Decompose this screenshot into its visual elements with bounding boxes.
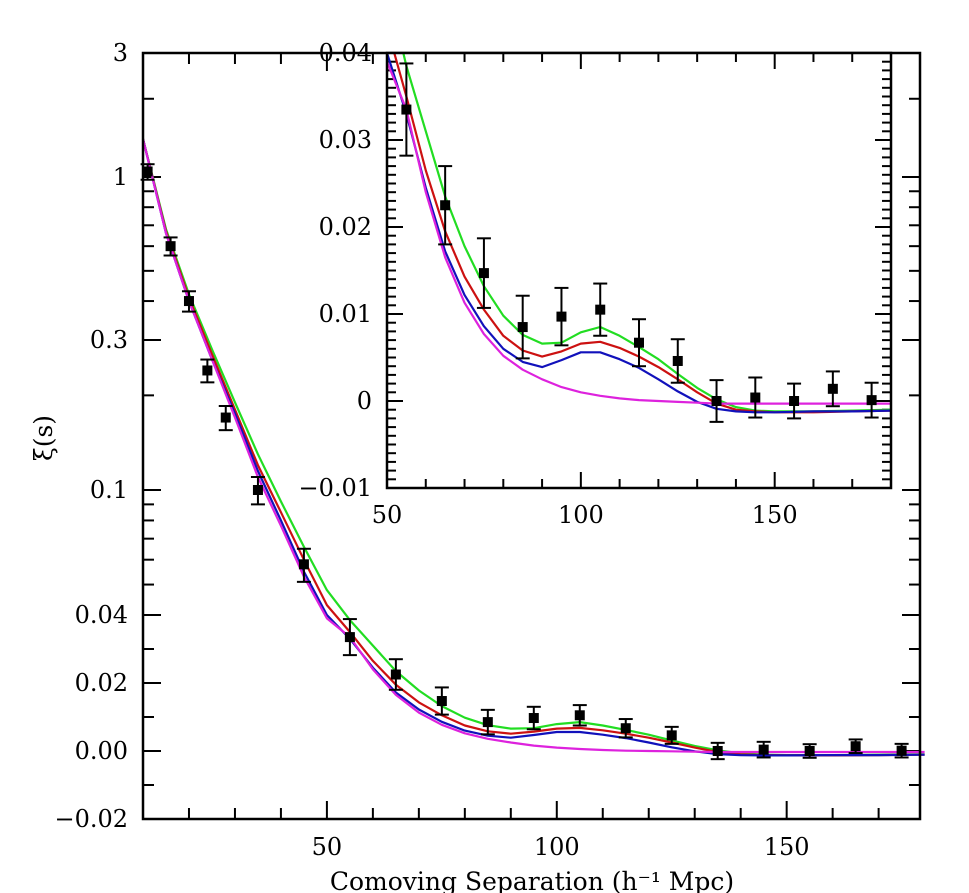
inset-axis-ticks xyxy=(387,53,891,488)
inset-x-tick-label: 150 xyxy=(752,501,798,529)
data-point xyxy=(866,395,877,406)
data-point xyxy=(401,104,412,115)
data-point xyxy=(517,322,528,333)
x-tick-label: 100 xyxy=(534,833,580,861)
x-tick-label: 150 xyxy=(764,833,810,861)
y-tick-label: 0.04 xyxy=(75,601,128,629)
main-data-points xyxy=(140,163,909,761)
data-point xyxy=(850,741,861,752)
inset-y-tick-label: 0.03 xyxy=(319,126,372,154)
model-blue-line xyxy=(141,138,925,757)
data-point xyxy=(344,632,355,643)
data-point xyxy=(789,396,800,406)
data-point xyxy=(252,485,263,495)
data-point xyxy=(482,717,493,728)
data-point xyxy=(440,200,451,211)
y-tick-label: 0.3 xyxy=(90,326,128,354)
inset-y-tick-label: 0.02 xyxy=(319,213,372,241)
inset-model-red-line xyxy=(393,53,891,414)
data-point xyxy=(202,365,213,376)
inset-model-magenta-line xyxy=(387,54,891,405)
data-point xyxy=(827,383,838,394)
data-point xyxy=(758,744,769,755)
data-point xyxy=(220,412,231,423)
inset-background xyxy=(387,53,891,488)
x-axis-label: Comoving Separation (h⁻¹ Mpc) xyxy=(330,867,734,893)
inset-y-tick-label: 0.04 xyxy=(319,39,372,67)
data-point xyxy=(595,304,606,315)
y-tick-label: 0.02 xyxy=(75,669,128,697)
data-point xyxy=(634,337,644,348)
data-point xyxy=(750,392,761,403)
data-point xyxy=(165,241,176,252)
data-point xyxy=(436,696,447,707)
y-tick-label: −0.02 xyxy=(54,805,128,833)
inset-model-green-line xyxy=(402,53,891,413)
data-point xyxy=(672,355,683,366)
inset-tick-labels: 50 100 150 0.04 0.03 0.02 0.01 0 −0.01 xyxy=(298,39,797,529)
y-tick-label: 3 xyxy=(113,39,128,67)
data-point xyxy=(620,723,631,734)
data-point xyxy=(711,396,722,406)
data-point xyxy=(142,166,153,177)
data-point xyxy=(574,710,585,721)
y-axis-label: ξ(s) xyxy=(29,415,58,461)
main-tick-labels: 50 100 150 3 1 0.3 0.1 0.04 0.02 0.00 −0.02 xyxy=(54,39,809,861)
x-tick-label: 50 xyxy=(312,833,343,861)
inset-x-tick-label: 100 xyxy=(558,501,604,529)
inset-data-points xyxy=(399,62,879,423)
inset-plot-frame xyxy=(385,51,893,490)
data-point xyxy=(712,746,723,756)
inset-y-tick-label: 0 xyxy=(357,387,372,415)
inset-model-blue-line xyxy=(387,53,891,414)
y-tick-label: 1 xyxy=(113,163,128,191)
data-point xyxy=(804,746,815,756)
data-point xyxy=(183,296,194,307)
y-tick-label: 0.1 xyxy=(90,476,128,504)
inset-y-tick-label: −0.01 xyxy=(298,474,372,502)
data-point xyxy=(478,268,489,279)
data-point xyxy=(556,311,567,322)
data-point xyxy=(896,745,907,756)
data-point xyxy=(390,669,401,680)
data-point xyxy=(298,559,309,570)
data-point xyxy=(666,730,677,741)
y-tick-label: 0.00 xyxy=(75,737,128,765)
data-point xyxy=(528,713,539,724)
inset-model-curves xyxy=(387,53,891,414)
inset-x-tick-label: 50 xyxy=(372,501,403,529)
inset-y-tick-label: 0.01 xyxy=(319,300,372,328)
